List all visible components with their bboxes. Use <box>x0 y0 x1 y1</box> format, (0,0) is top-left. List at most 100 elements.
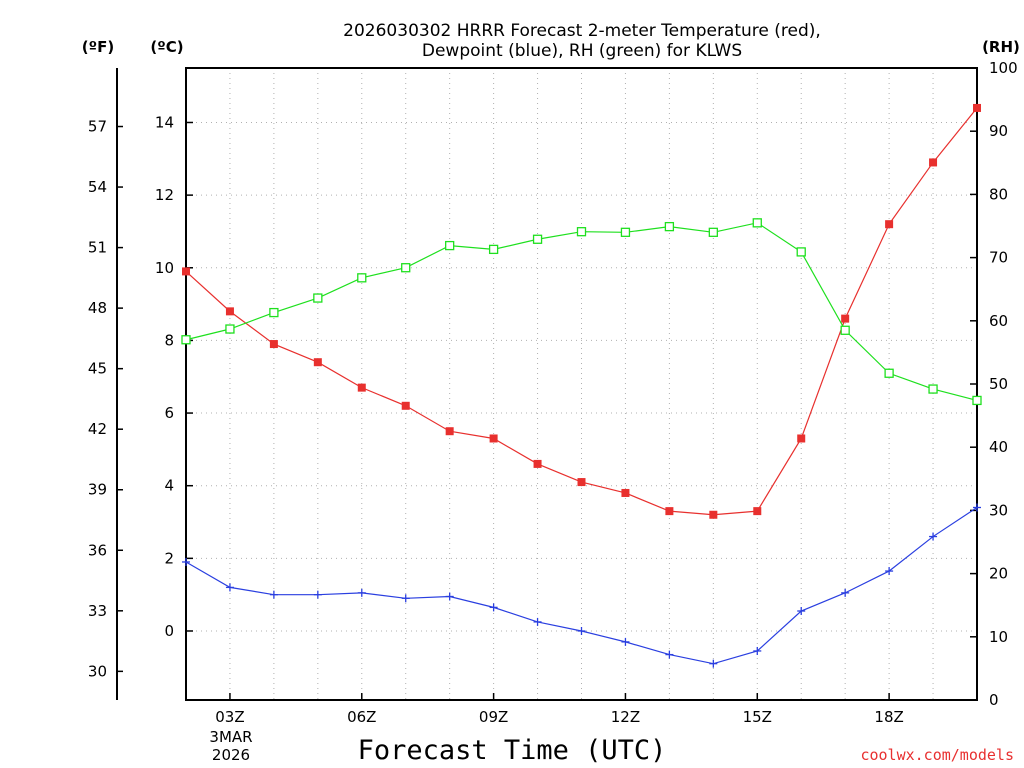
temperature-point <box>885 220 894 229</box>
rh-tick-label: 100 <box>989 59 1018 77</box>
rh-tick-label: 50 <box>989 375 1008 393</box>
rh-tick-label: 90 <box>989 122 1008 140</box>
temperature-point <box>313 358 322 367</box>
dewpoint-point <box>709 659 718 668</box>
rh-point <box>664 221 675 232</box>
rh-point <box>576 227 587 237</box>
rh-point <box>357 273 367 283</box>
rh-point <box>269 307 279 318</box>
fahrenheit-tick-label: 45 <box>88 360 107 378</box>
rh-tick-label: 20 <box>989 565 1008 583</box>
gridlines <box>186 68 977 700</box>
rh-point <box>225 324 235 334</box>
rh-unit-label: (RH) <box>982 38 1020 56</box>
temperature-point <box>753 507 762 516</box>
rh-point <box>972 395 982 406</box>
fahrenheit-tick-label: 54 <box>88 178 107 196</box>
x-tick-label: 09Z <box>479 708 508 726</box>
fahrenheit-unit-label: (ºF) <box>82 38 114 56</box>
temperature-point <box>533 459 542 468</box>
temperature-point <box>577 478 586 487</box>
rh-tick-label: 80 <box>989 185 1008 203</box>
rh-point <box>401 263 411 273</box>
rh-tick-label: 70 <box>989 249 1008 267</box>
temperature-point <box>621 488 630 497</box>
dewpoint-point <box>357 588 366 597</box>
dewpoint-point <box>225 583 234 592</box>
dewpoint-point <box>577 626 586 635</box>
rh-point <box>928 384 938 394</box>
temperature-point <box>269 340 278 349</box>
celsius-tick-label: 0 <box>164 622 174 640</box>
fahrenheit-tick-label: 42 <box>88 420 107 438</box>
rh-point <box>313 293 323 303</box>
dewpoint-point <box>753 646 762 655</box>
x-tick-label: 06Z <box>347 708 376 726</box>
dewpoint-point <box>313 590 322 599</box>
axes: 30 33 36 39 42 45 48 51 54 57 0 2 4 6 8 10 12 14 0 10 20 30 40… <box>88 59 1018 726</box>
dewpoint-point <box>533 617 542 626</box>
temperature-point <box>973 103 981 112</box>
rh-point <box>488 244 499 255</box>
fahrenheit-tick-label: 36 <box>88 541 107 559</box>
dewpoint-point <box>973 503 981 512</box>
x-tick-label: 18Z <box>874 708 903 726</box>
rh-tick-label: 10 <box>989 628 1008 646</box>
temperature-point <box>445 427 454 436</box>
dewpoint-point <box>665 650 674 659</box>
fahrenheit-tick-label: 30 <box>88 662 107 680</box>
credit-label: coolwx.com/models <box>860 746 1014 764</box>
rh-tick-label: 0 <box>989 691 999 709</box>
dewpoint-point <box>885 567 894 576</box>
dewpoint-point <box>401 594 410 603</box>
rh-tick-label: 60 <box>989 312 1008 330</box>
dewpoint-point <box>797 607 806 616</box>
rh-point <box>840 325 850 335</box>
celsius-tick-label: 8 <box>164 331 174 349</box>
x-axis-title: Forecast Time (UTC) <box>358 735 667 766</box>
data-series <box>181 103 982 668</box>
fahrenheit-tick-label: 33 <box>88 602 107 620</box>
rh-point <box>884 368 894 378</box>
x-tick-label: 15Z <box>743 708 772 726</box>
chart-title-line-2: Dewpoint (blue), RH (green) for KLWS <box>422 41 742 61</box>
series-line-dewpoint <box>185 506 978 665</box>
dewpoint-point <box>489 603 498 612</box>
temperature-point <box>841 314 850 323</box>
fahrenheit-tick-label: 57 <box>88 118 107 136</box>
temperature-point <box>929 158 938 167</box>
x-tick-label: 12Z <box>611 708 640 726</box>
rh-point <box>620 227 631 237</box>
rh-tick-label: 30 <box>989 501 1008 519</box>
temperature-point <box>489 434 498 443</box>
rh-point <box>708 227 718 237</box>
date-label-year: 2026 <box>212 746 250 764</box>
rh-point <box>445 240 455 251</box>
fahrenheit-tick-label: 51 <box>88 239 107 257</box>
rh-point <box>181 335 191 345</box>
dewpoint-point <box>621 637 630 646</box>
temperature-point <box>665 507 674 516</box>
dewpoint-point <box>269 590 278 599</box>
celsius-tick-label: 12 <box>155 186 174 204</box>
temperature-point <box>182 267 190 276</box>
rh-point <box>532 234 543 244</box>
fahrenheit-tick-label: 39 <box>88 481 107 499</box>
dewpoint-point <box>841 588 850 597</box>
celsius-tick-label: 2 <box>164 549 174 567</box>
celsius-unit-label: (ºC) <box>150 38 183 56</box>
celsius-tick-label: 6 <box>164 404 174 422</box>
celsius-tick-label: 14 <box>155 113 174 131</box>
date-label-day: 3MAR <box>209 728 252 746</box>
rh-point <box>752 218 762 228</box>
dewpoint-point <box>182 557 190 566</box>
fahrenheit-tick-label: 48 <box>88 299 107 317</box>
rh-point <box>796 247 806 257</box>
dewpoint-point <box>445 592 454 601</box>
celsius-tick-label: 10 <box>155 259 174 277</box>
temperature-point <box>225 307 234 316</box>
chart-title-line-1: 2026030302 HRRR Forecast 2-meter Tempera… <box>343 21 821 41</box>
rh-tick-label: 40 <box>989 438 1008 456</box>
celsius-tick-label: 4 <box>164 477 174 495</box>
